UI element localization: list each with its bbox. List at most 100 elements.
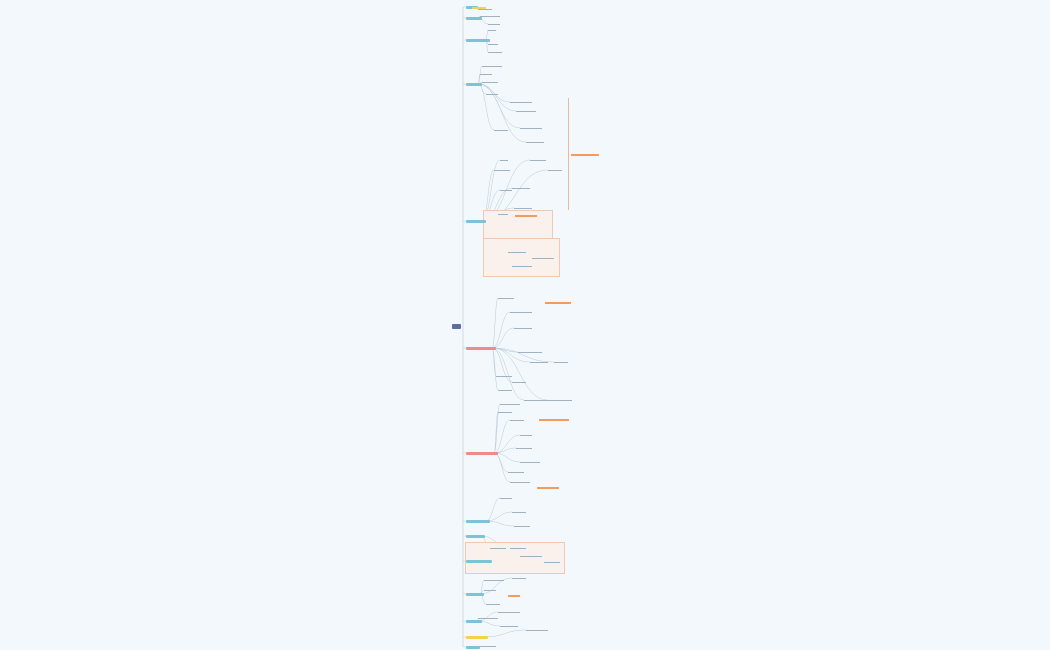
leaf-node[interactable] [498, 612, 520, 613]
branch-node[interactable] [466, 38, 490, 42]
leaf-node[interactable] [484, 580, 504, 581]
branch-node[interactable] [466, 219, 486, 223]
leaf-node[interactable] [508, 472, 524, 473]
leaf-node[interactable] [488, 44, 498, 45]
leaf-node[interactable] [510, 482, 530, 483]
leaf-node[interactable] [498, 412, 512, 413]
leaf-node[interactable] [500, 160, 508, 161]
branch-node[interactable] [466, 82, 482, 86]
branch-node[interactable] [466, 16, 482, 20]
leaf-node[interactable] [512, 382, 526, 383]
leaf-node[interactable] [520, 435, 532, 436]
leaf-node[interactable] [482, 82, 498, 83]
leaf-node[interactable] [498, 390, 512, 391]
leaf-node[interactable] [514, 328, 532, 329]
highlight-node[interactable] [537, 486, 559, 490]
connector-line [485, 520, 515, 527]
leaf-node[interactable] [532, 258, 554, 259]
leaf-node[interactable] [554, 362, 568, 363]
leaf-node[interactable] [478, 9, 492, 10]
leaf-node[interactable] [518, 352, 542, 353]
leaf-node[interactable] [512, 188, 530, 189]
branch-node[interactable] [466, 519, 490, 523]
connector-line [491, 347, 525, 401]
leaf-node[interactable] [498, 214, 508, 215]
leaf-node[interactable] [516, 111, 536, 112]
leaf-node[interactable] [512, 266, 532, 267]
connector-line [493, 452, 509, 473]
connector-line [493, 452, 511, 483]
highlight-node[interactable] [539, 418, 569, 422]
leaf-node[interactable] [484, 590, 496, 591]
leaf-node[interactable] [496, 376, 512, 377]
branch-node[interactable] [466, 534, 485, 538]
root-node[interactable] [452, 324, 461, 329]
leaf-node[interactable] [512, 512, 526, 513]
connector-line [479, 593, 487, 605]
leaf-node[interactable] [510, 312, 532, 313]
connector-line [477, 83, 511, 103]
leaf-node[interactable] [524, 400, 550, 401]
leaf-node[interactable] [488, 30, 496, 31]
branch-node[interactable] [466, 635, 488, 639]
branch-node[interactable] [466, 559, 492, 563]
group-box [483, 238, 560, 277]
connector-line [493, 434, 521, 454]
leaf-node[interactable] [490, 548, 506, 549]
leaf-node[interactable] [488, 24, 500, 25]
leaf-node[interactable] [530, 362, 548, 363]
leaf-node[interactable] [548, 400, 572, 401]
leaf-node[interactable] [510, 548, 526, 549]
leaf-node[interactable] [488, 52, 502, 53]
highlight-node[interactable] [545, 301, 571, 305]
leaf-node[interactable] [512, 578, 526, 579]
branch-node[interactable] [466, 451, 498, 455]
branch-node[interactable] [466, 346, 496, 350]
connector-line [491, 347, 555, 363]
leaf-node[interactable] [486, 604, 500, 605]
highlight-node[interactable] [472, 6, 486, 10]
highlight-node[interactable] [515, 214, 537, 218]
leaf-node[interactable] [508, 252, 526, 253]
leaf-node[interactable] [514, 208, 532, 209]
leaf-node[interactable] [530, 160, 546, 161]
highlight-node[interactable] [571, 153, 599, 157]
leaf-node[interactable] [478, 646, 496, 647]
connector-line [477, 83, 527, 143]
connector-line [477, 83, 517, 112]
connector-line [493, 411, 499, 454]
branch-node[interactable] [466, 619, 482, 623]
leaf-node[interactable] [498, 298, 514, 299]
leaf-node[interactable] [478, 618, 498, 619]
leaf-node[interactable] [482, 66, 502, 67]
leaf-node[interactable] [494, 170, 510, 171]
leaf-node[interactable] [526, 142, 544, 143]
leaf-node[interactable] [510, 102, 532, 103]
leaf-node[interactable] [548, 170, 562, 171]
group-line [568, 98, 569, 210]
connector-line [485, 497, 501, 522]
leaf-node[interactable] [510, 420, 524, 421]
leaf-node[interactable] [520, 128, 542, 129]
leaf-node[interactable] [500, 498, 512, 499]
highlight-node[interactable] [508, 594, 520, 598]
leaf-node[interactable] [500, 626, 518, 627]
leaf-node[interactable] [494, 130, 508, 131]
leaf-node[interactable] [526, 630, 548, 631]
leaf-node[interactable] [516, 448, 532, 449]
leaf-node[interactable] [520, 556, 542, 557]
branch-node[interactable] [466, 645, 480, 649]
leaf-node[interactable] [500, 404, 520, 405]
connector-line [483, 629, 527, 638]
connector-line [491, 347, 549, 401]
leaf-node[interactable] [514, 526, 530, 527]
branch-node[interactable] [466, 592, 484, 596]
leaf-node[interactable] [544, 562, 560, 563]
leaf-node[interactable] [500, 190, 512, 191]
leaf-node[interactable] [486, 94, 498, 95]
leaf-node[interactable] [520, 462, 540, 463]
connector-line [491, 297, 499, 349]
leaf-node[interactable] [480, 74, 492, 75]
leaf-node[interactable] [480, 16, 500, 17]
